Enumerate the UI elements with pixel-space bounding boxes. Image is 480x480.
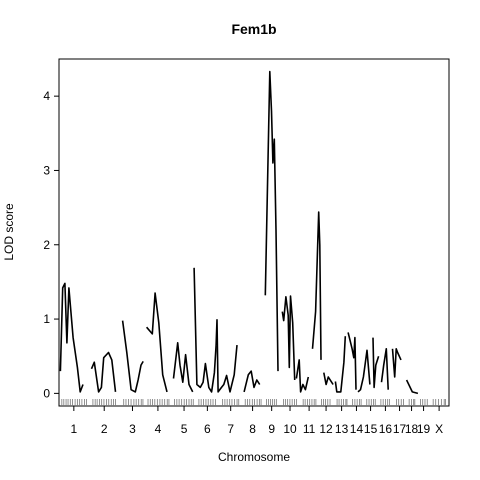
marker-rug [61,399,447,406]
chromosome-label: 16 [379,422,393,436]
lod-curve-segment [59,282,84,393]
lod-curve-segment [215,318,238,393]
chromosome-label: 10 [283,422,297,436]
y-axis: 0 1 2 3 4 [43,89,59,400]
lod-curve-segment [372,337,380,389]
chromosome-label: 1 [70,422,77,436]
y-tick-label: 1 [43,312,50,326]
chromosome-label: 4 [155,422,162,436]
chromosome-label: 2 [101,422,108,436]
chromosome-label: 12 [319,422,333,436]
plot-frame [58,58,450,407]
lod-curve-segment [347,332,357,390]
chromosome-label: 9 [268,422,275,436]
lod-curve-segment [281,295,296,381]
chromosome-label: 5 [181,422,188,436]
lod-curve-segment [323,372,334,386]
y-axis-label: LOD score [2,203,16,261]
chromosome-label: X [435,422,443,436]
lod-curve-segment [380,347,389,390]
lod-curve-segment [311,211,322,360]
lod-curve-segment [334,336,347,393]
lod-curve-segment [357,349,371,393]
chromosome-label: 3 [129,422,136,436]
y-tick-label: 3 [43,163,50,177]
chromosome-label: 15 [364,422,378,436]
lod-curve-segment [90,351,117,393]
chromosome-label: 6 [204,422,211,436]
lod-curve-segment [193,267,217,393]
lod-curve-segment [145,292,168,393]
lod-curves [59,70,419,395]
lod-curve-segment [405,379,419,395]
y-tick-label: 4 [43,89,50,103]
chromosome-label: 17 [393,422,407,436]
lod-curve-segment [295,359,310,393]
lod-curve-segment [172,341,194,393]
chromosome-label: 14 [350,422,364,436]
y-tick-label: 2 [43,238,50,252]
chromosome-label: 19 [417,422,431,436]
chromosome-label: 11 [303,422,316,436]
lod-curve-segment [391,347,402,378]
chromosome-label: 13 [335,422,349,436]
x-axis-label: Chromosome [218,450,290,464]
chromosome-label: 7 [227,422,234,436]
chromosome-label: 8 [249,422,256,436]
lod-curve-segment [121,320,144,393]
lod-curve-segment [264,70,279,372]
y-tick-label: 0 [43,386,50,400]
chart-title: Fem1b [231,21,276,37]
chromosome-label: 18 [405,422,419,436]
lod-curve-segment [243,370,261,393]
